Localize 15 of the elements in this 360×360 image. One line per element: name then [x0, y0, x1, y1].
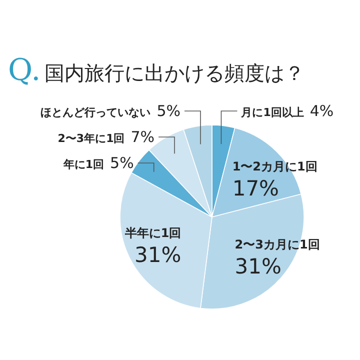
slice-label: 月に1回以上 — [240, 106, 304, 119]
data-label: 31% — [234, 254, 282, 279]
slice-label: 年に1回 — [62, 158, 104, 171]
slice-label: 2〜3カ月に1回 — [234, 238, 320, 252]
slice-label: 半年に1回 — [124, 226, 182, 240]
slice-label: ほとんど行っていない — [40, 106, 151, 119]
data-label: 5% — [110, 154, 134, 172]
data-label: 7% — [130, 128, 155, 146]
slice-label: 2〜3年に1回 — [58, 132, 125, 145]
data-label: 5% — [156, 102, 180, 120]
chart-title: Q.国内旅行に出かける頻度は？ — [8, 53, 305, 88]
data-label: 17% — [232, 176, 280, 201]
slice-label: 1〜2カ月に1回 — [232, 160, 318, 174]
data-label: 4% — [310, 102, 334, 120]
data-label: 31% — [134, 242, 182, 267]
